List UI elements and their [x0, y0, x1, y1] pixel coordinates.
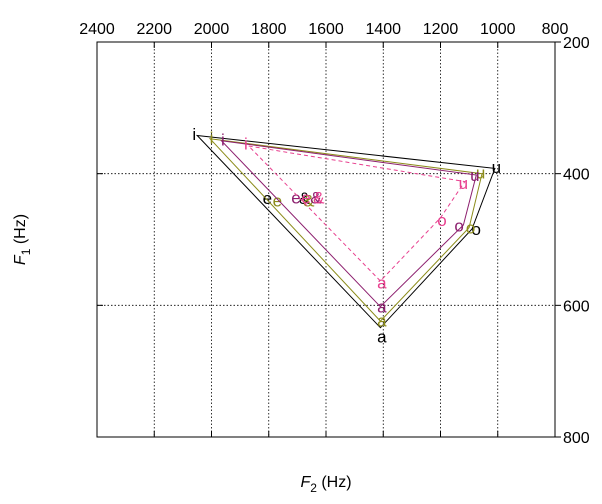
vowel-label: o: [454, 217, 463, 236]
x-axis-title-sub: 2: [310, 481, 317, 495]
vowel-label: a: [377, 298, 387, 317]
vowel-label: &: [313, 188, 325, 207]
x-tick-label: 1600: [308, 21, 344, 38]
vowel-label: i: [210, 128, 214, 147]
grid-lines: [97, 42, 555, 437]
vowel-polygon: [220, 140, 477, 308]
vowel-label: u: [492, 158, 501, 177]
vowel-polygon: [195, 134, 496, 329]
x-axis-title-main: F: [300, 474, 311, 491]
vowel-series-2: iue &oa: [208, 128, 485, 330]
axis-ticks: 2400 2200 2000 1800 1600 1400 1200 1000 80020040…: [79, 21, 590, 447]
vowel-label: i: [244, 134, 248, 153]
vowel-series-3: iue &oa: [220, 130, 480, 317]
vowel-label: &: [303, 192, 315, 211]
y-axis-title-main: F: [12, 254, 29, 265]
vowel-label: o: [437, 211, 446, 230]
x-tick-label: 800: [542, 21, 569, 38]
vowel-label: o: [466, 219, 475, 238]
x-tick-label: 2200: [136, 21, 172, 38]
x-axis-title: F2 (Hz): [300, 474, 351, 495]
vowel-label: &: [310, 188, 322, 207]
y-axis-title: F1 (Hz): [12, 214, 33, 265]
vowel-label: u: [470, 166, 479, 185]
vowel-label: a: [377, 273, 387, 292]
y-tick-label: 400: [563, 167, 590, 184]
vowel-label: i: [221, 130, 225, 149]
vowel-polygon: [208, 138, 483, 322]
x-axis-title-unit: (Hz): [317, 474, 352, 491]
vowel-label: a: [377, 327, 387, 346]
y-axis-title-sub: 1: [19, 248, 33, 255]
x-tick-label: 2000: [194, 21, 230, 38]
y-tick-label: 600: [563, 298, 590, 315]
vowel-label: e: [273, 192, 282, 211]
y-tick-label: 800: [563, 430, 590, 447]
vowel-polygon: [247, 145, 466, 282]
x-tick-label: 1800: [251, 21, 287, 38]
vowel-label: o: [472, 220, 481, 239]
vowel-label: a: [377, 311, 387, 330]
y-tick-label: 200: [563, 35, 590, 52]
vowel-label: &: [299, 189, 311, 208]
vowel-label: u: [459, 174, 468, 193]
vowel-label: e: [301, 188, 310, 207]
y-axis-title-unit: (Hz): [12, 214, 29, 249]
x-tick-label: 1200: [423, 21, 459, 38]
vowel-label: u: [476, 163, 485, 182]
x-tick-label: 1000: [480, 21, 516, 38]
vowel-label: e: [263, 189, 272, 208]
vowel-series-4: iue &oa: [244, 134, 468, 292]
x-tick-label: 2400: [79, 21, 115, 38]
vowel-series-1: iue &oa: [192, 125, 501, 346]
x-tick-label: 1400: [365, 21, 401, 38]
vowel-label: i: [192, 125, 196, 144]
vowel-label: e: [291, 188, 300, 207]
